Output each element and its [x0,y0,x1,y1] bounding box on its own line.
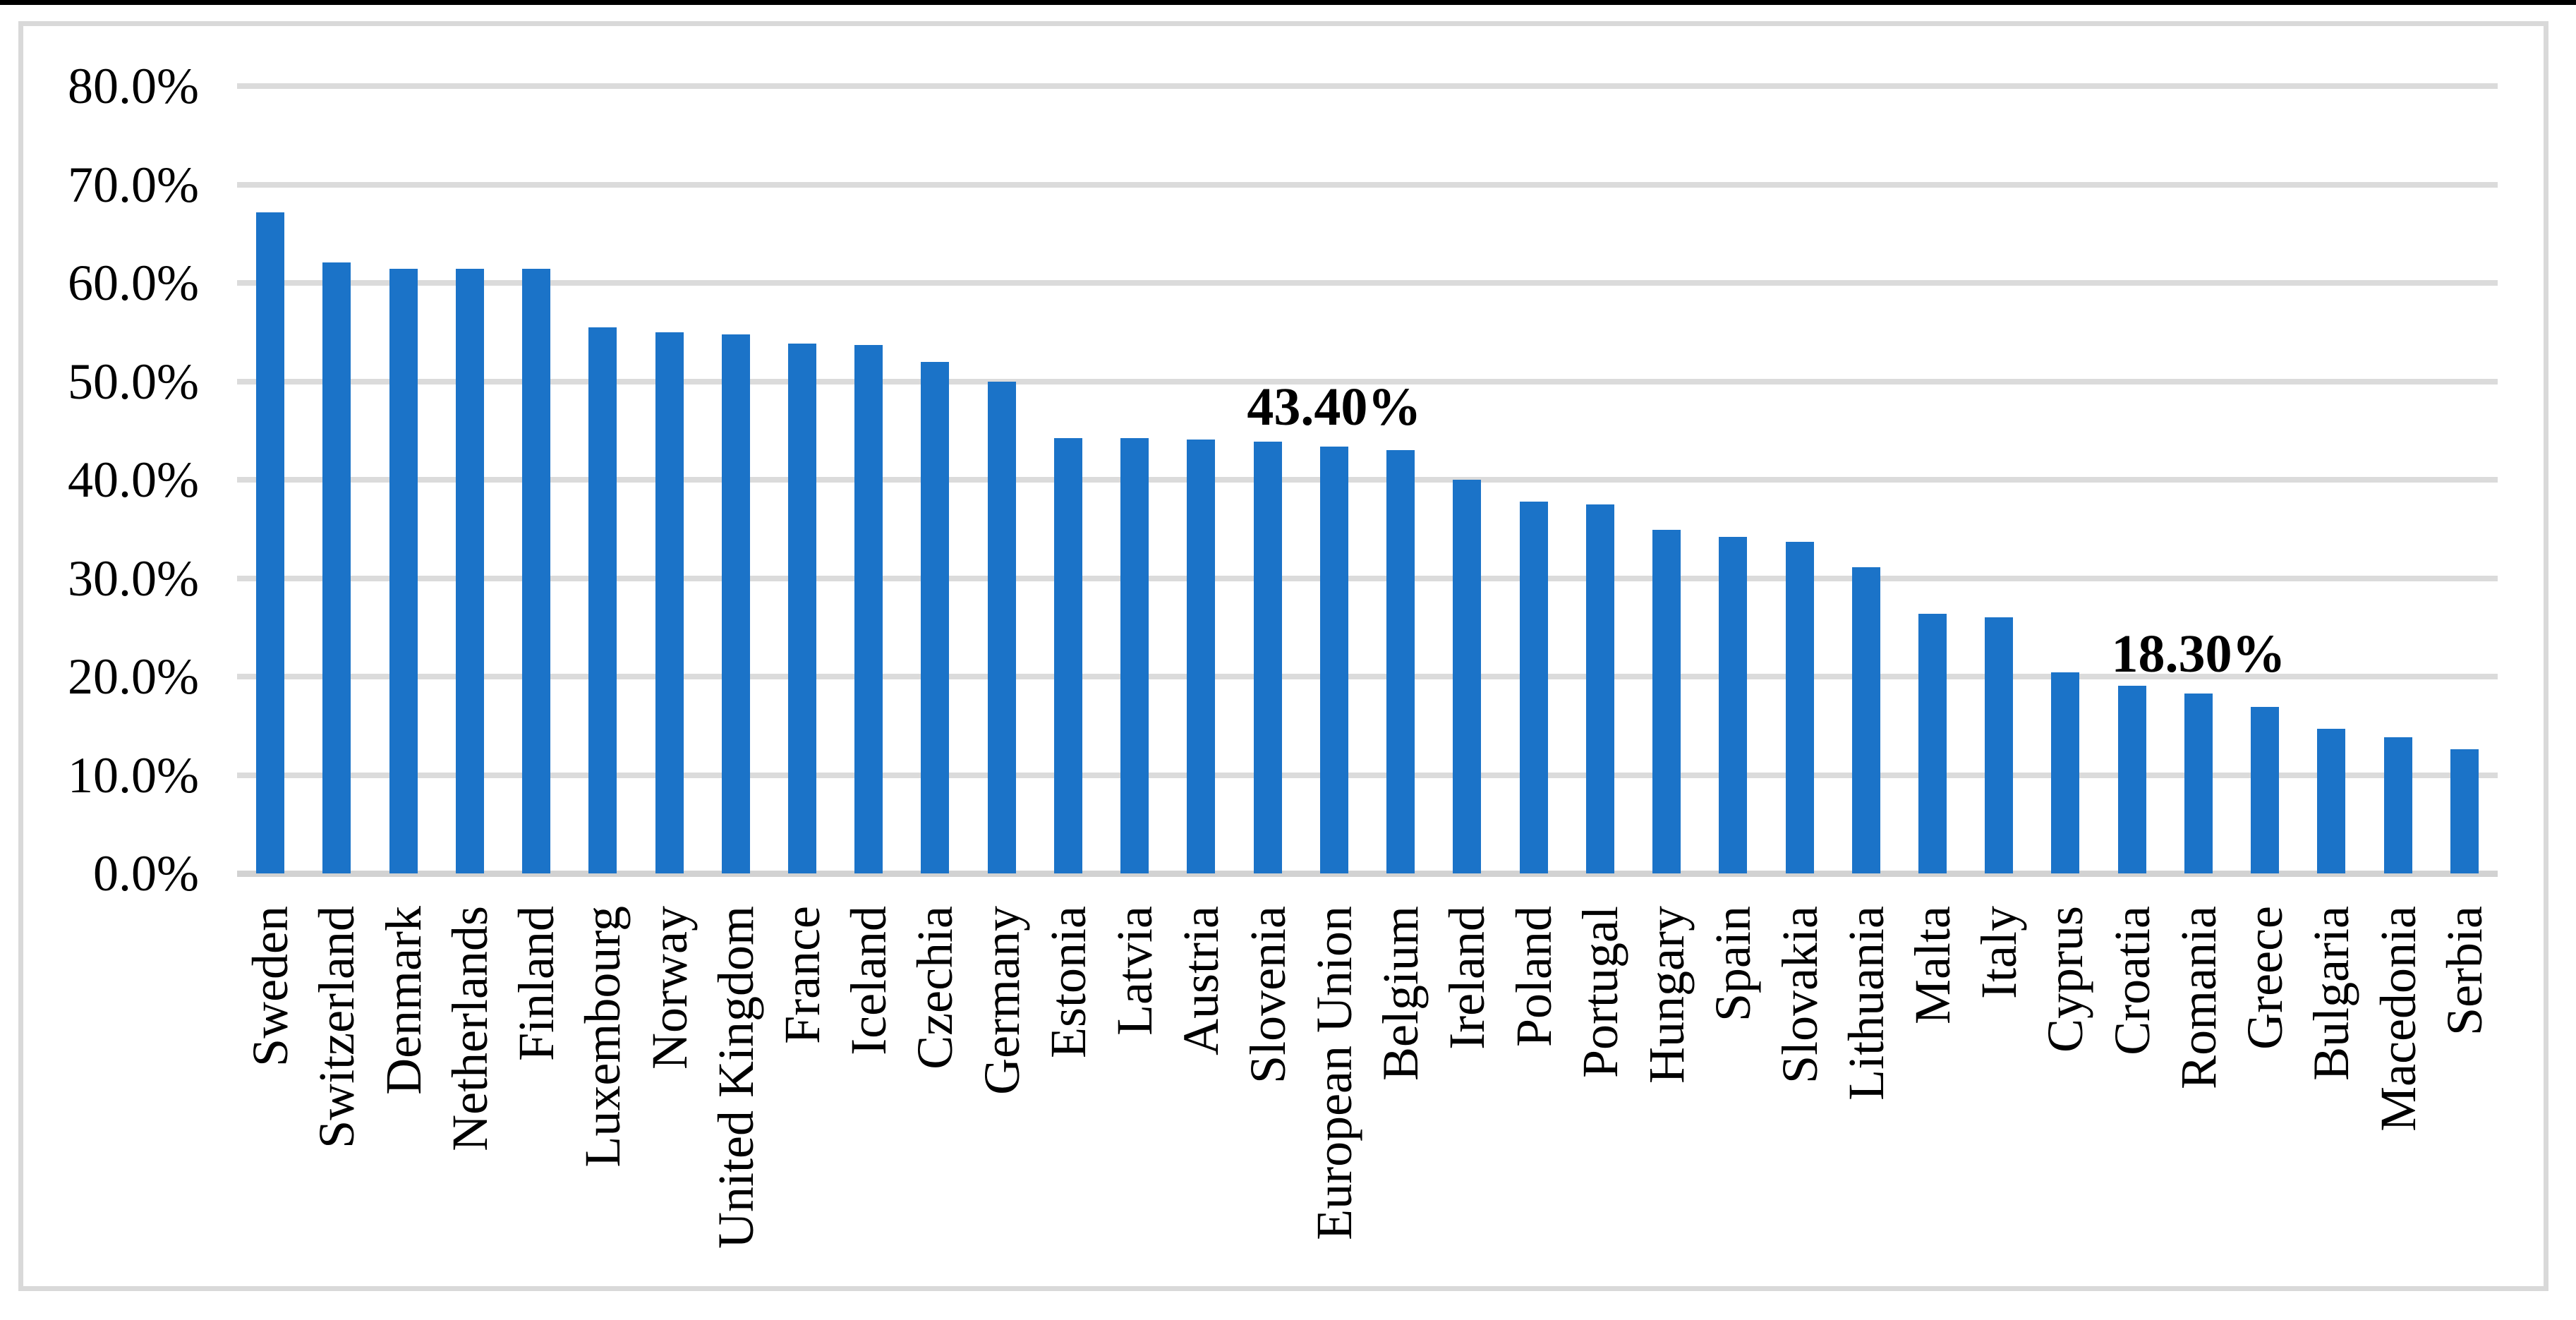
top-border-rule [0,0,2576,5]
bar-chart-frame [18,21,2548,1291]
